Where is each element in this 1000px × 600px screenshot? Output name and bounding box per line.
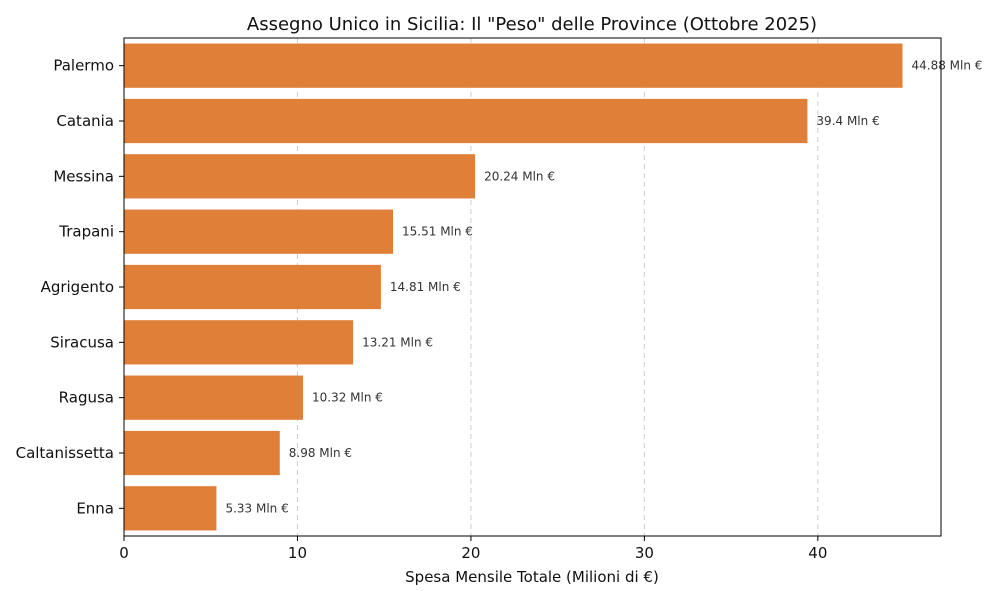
bar-messina (124, 154, 476, 199)
x-axis-label: Spesa Mensile Totale (Milioni di €) (405, 568, 659, 586)
value-label: 39.4 Mln € (816, 114, 879, 128)
x-tick-label: 30 (635, 544, 654, 562)
bar-enna (124, 486, 217, 531)
x-tick-label: 0 (119, 544, 129, 562)
category-label: Catania (56, 112, 114, 130)
category-label: Palermo (53, 57, 114, 75)
category-label: Ragusa (59, 389, 114, 407)
category-label: Siracusa (50, 333, 114, 351)
bar-catania (124, 98, 808, 144)
category-label: Agrigento (41, 278, 114, 296)
category-labels: Palermo Catania Messina Trapani Agrigento Sir… (16, 57, 124, 517)
chart-title: Assegno Unico in Sicilia: Il "Peso" dell… (247, 14, 817, 35)
category-label: Enna (76, 499, 114, 517)
value-label: 8.98 Mln € (289, 446, 352, 460)
category-label: Caltanissetta (16, 444, 114, 462)
bar-ragusa (124, 375, 304, 420)
bar-siracusa (124, 320, 354, 365)
plot-frame (123, 37, 942, 537)
bar-agrigento (124, 264, 381, 310)
value-label: 44.88 Mln € (911, 59, 982, 73)
bar-palermo (124, 43, 903, 88)
bar-caltanissetta (124, 430, 280, 476)
x-axis-ticks: 0 10 20 30 40 (119, 536, 827, 562)
x-tick-label: 40 (808, 544, 827, 562)
value-labels: 44.88 Mln € 39.4 Mln € 20.24 Mln € 15.51 Ml… (225, 59, 982, 516)
value-label: 5.33 Mln € (225, 501, 288, 515)
value-label: 20.24 Mln € (484, 169, 555, 183)
bars (124, 43, 903, 531)
x-tick-label: 10 (288, 544, 307, 562)
value-label: 13.21 Mln € (362, 335, 433, 349)
x-tick-label: 20 (461, 544, 480, 562)
value-label: 15.51 Mln € (402, 225, 473, 239)
category-label: Trapani (58, 223, 114, 241)
value-label: 14.81 Mln € (390, 280, 461, 294)
bar-trapani (124, 209, 394, 254)
category-label: Messina (53, 167, 114, 185)
value-label: 10.32 Mln € (312, 391, 383, 405)
